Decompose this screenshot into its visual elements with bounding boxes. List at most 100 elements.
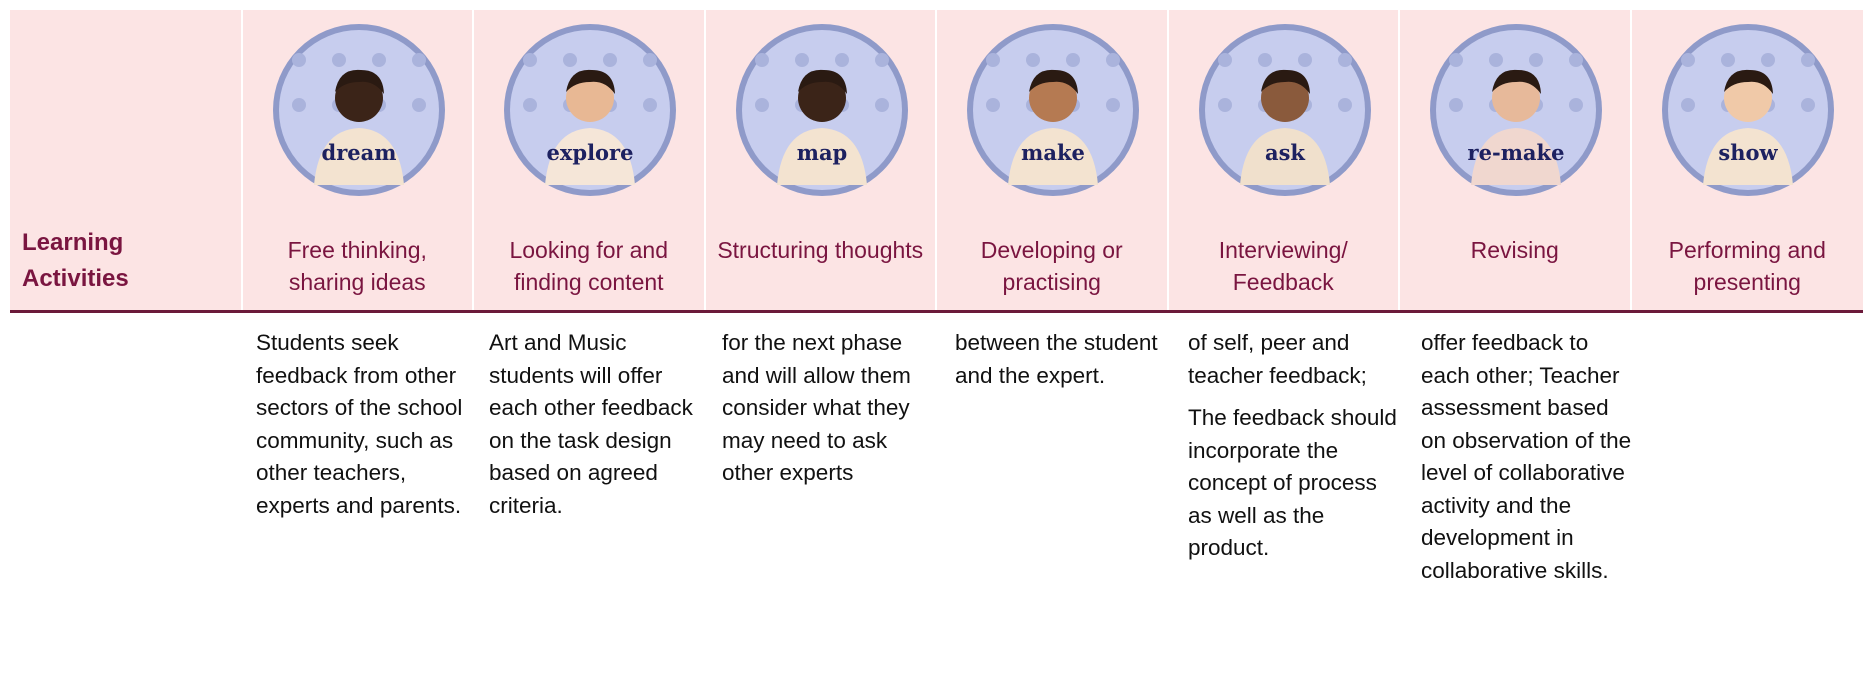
icon-label: explore [547, 140, 634, 165]
body-cell: Art and Music students will offer each o… [477, 313, 710, 597]
caption: Looking for and finding content [509, 237, 669, 295]
icon-pattern [523, 98, 537, 112]
caption: Free thinking, sharing ideas [287, 237, 427, 295]
icon: explore [504, 24, 676, 196]
icon-pattern [794, 53, 809, 67]
icon-pattern [1680, 53, 1695, 67]
cell-text: between the student and the expert. [955, 330, 1158, 388]
icon-pattern [291, 98, 306, 112]
icon-head [1723, 74, 1772, 122]
body-cell [10, 313, 244, 597]
icon-head [797, 74, 846, 122]
body-row: Students seek feedback from other sector… [10, 313, 1863, 597]
body-cell: Students seek feedback from other sector… [244, 313, 477, 597]
icon-hair [1260, 69, 1310, 94]
header-cell: ask Interviewing/ Feedback [1169, 10, 1400, 310]
caption: Revising [1470, 237, 1559, 263]
icon-label: make [1021, 140, 1085, 165]
icon-pattern [1337, 53, 1352, 67]
icon-head [1029, 74, 1077, 122]
header-row: Learning Activities dream Free thinking, … [10, 10, 1863, 313]
icon-pattern [1569, 53, 1583, 67]
icon-pattern [643, 53, 657, 67]
icon-pattern [1217, 98, 1232, 112]
icon: re-make [1430, 24, 1602, 196]
cell-text: of self, peer and teacher feedback; [1188, 330, 1367, 388]
icon: dream [272, 24, 445, 196]
header-cell: make Developing or practising [937, 10, 1169, 310]
icon-hair [566, 69, 615, 94]
icon-pattern [986, 98, 1000, 112]
icon-pattern [1489, 53, 1503, 67]
icon-body [313, 128, 404, 185]
icon-pattern [1106, 53, 1120, 67]
icon-label: dream [321, 140, 396, 165]
header-cell: show Performing and presenting [1632, 10, 1863, 310]
icon-pattern [874, 53, 889, 67]
icon-pattern [1026, 53, 1040, 67]
icon-pattern [1217, 53, 1232, 67]
header-cell: re-make Revising [1400, 10, 1632, 310]
body-cell: offer feedback to each other; Teacher as… [1409, 313, 1642, 597]
icon-pattern [874, 98, 889, 112]
icon-pattern [371, 53, 386, 67]
icon-pattern [1680, 98, 1695, 112]
icon-head [1492, 74, 1540, 122]
body-cell: between the student and the expert. [943, 313, 1176, 597]
cell-text: offer feedback to each other; Teacher as… [1421, 330, 1632, 583]
icon: show [1661, 24, 1834, 196]
icon-pattern [1529, 53, 1543, 67]
icon: make [967, 24, 1139, 196]
body-cell: for the next phase and will allow them c… [710, 313, 943, 597]
icon: ask [1198, 24, 1371, 196]
icon-head [1260, 74, 1309, 122]
icon-pattern [411, 53, 426, 67]
icon-body [776, 128, 867, 185]
icon-pattern [411, 98, 426, 112]
icon-pattern [834, 53, 849, 67]
icon-label: map [796, 140, 847, 165]
cell-text: Art and Music students will offer each o… [489, 330, 693, 518]
cell-text: for the next phase and will allow them c… [722, 330, 911, 485]
caption: Structuring thoughts [717, 237, 924, 263]
icon-head [334, 74, 383, 122]
header-cell: explore Looking for and finding content [474, 10, 706, 310]
icon-pattern [1760, 53, 1775, 67]
icon-pattern [1569, 98, 1583, 112]
icon-hair [1492, 69, 1541, 94]
icon-body [1008, 128, 1098, 185]
icon-hair [1723, 69, 1773, 94]
icon-pattern [1800, 98, 1815, 112]
icon-label: ask [1265, 140, 1305, 165]
icon-body [545, 128, 635, 185]
icon-pattern [523, 53, 537, 67]
header-cell: dream Free thinking, sharing ideas [243, 10, 474, 310]
icon-label: show [1718, 140, 1778, 165]
icon-hair [797, 69, 847, 94]
icon-hair [334, 69, 384, 94]
icon-pattern [1800, 53, 1815, 67]
header-cell: map Structuring thoughts [706, 10, 937, 310]
icon-pattern [754, 53, 769, 67]
icon-pattern [291, 53, 306, 67]
caption: Performing and presenting [1668, 237, 1826, 295]
icon-pattern [1449, 53, 1463, 67]
icon-head [566, 74, 614, 122]
icon: map [735, 24, 908, 196]
icon-pattern [563, 53, 577, 67]
icon-body [1702, 128, 1793, 185]
caption: Interviewing/ Feedback [1218, 237, 1348, 295]
icon-label: re-make [1468, 140, 1565, 165]
caption: Developing or practising [980, 237, 1123, 295]
icon-pattern [1257, 53, 1272, 67]
icon-pattern [1720, 53, 1735, 67]
icon-pattern [1337, 98, 1352, 112]
icon-pattern [1106, 98, 1120, 112]
icon-pattern [331, 53, 346, 67]
icon-pattern [1066, 53, 1080, 67]
icon-pattern [754, 98, 769, 112]
icon-body [1471, 128, 1561, 185]
header-cell: Learning Activities [10, 10, 243, 310]
table: Learning Activities dream Free thinking, … [10, 10, 1863, 597]
